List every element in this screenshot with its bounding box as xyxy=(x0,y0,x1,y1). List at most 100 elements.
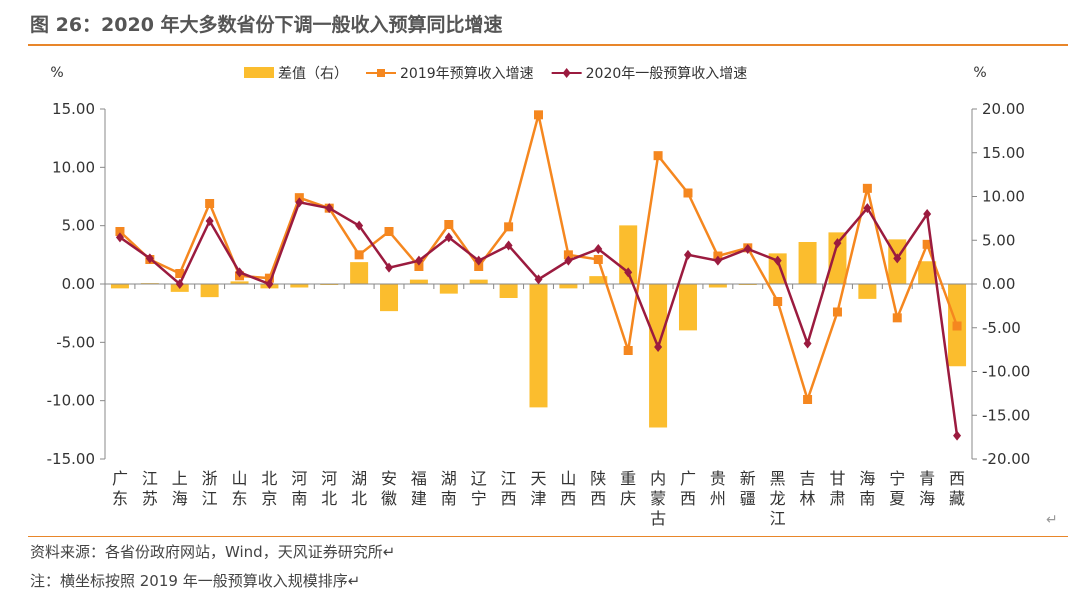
bar-贵州 xyxy=(708,284,727,288)
marker-2019-北京 xyxy=(264,273,274,283)
legend-label: 2020年一般预算收入增速 xyxy=(586,66,748,82)
marker-2020-福建 xyxy=(414,255,423,266)
marker-2019-陕西 xyxy=(593,255,603,264)
right-tick-label: -15.00 xyxy=(982,406,1030,424)
category-label: 海南 xyxy=(859,469,875,508)
right-tick-label: 0.00 xyxy=(982,275,1015,293)
marker-2020-湖南 xyxy=(444,232,453,243)
marker-2020-陕西 xyxy=(594,244,603,254)
left-tick-label: -10.00 xyxy=(47,392,95,410)
marker-2019-广西 xyxy=(683,188,693,198)
marker-2020-吉林 xyxy=(803,338,812,349)
marker-2020-江苏 xyxy=(145,253,154,264)
bar-吉林 xyxy=(798,242,817,284)
bar-河南 xyxy=(290,284,309,288)
marker-2019-福建 xyxy=(414,262,424,271)
left-tick-label: 0.00 xyxy=(62,275,95,293)
category-label: 青海 xyxy=(919,469,935,508)
right-tick-label: -5.00 xyxy=(982,319,1021,337)
marker-2019-上海 xyxy=(175,269,185,278)
footnote: 注：横坐标按照 2019 年一般预算收入规模排序↵ xyxy=(30,572,361,590)
category-label: 安徽 xyxy=(381,469,397,508)
marker-2019-海南 xyxy=(862,183,872,193)
marker-2019-甘肃 xyxy=(832,307,842,317)
category-label: 湖北 xyxy=(351,469,367,508)
marker-2019-浙江 xyxy=(205,199,215,208)
marker-2020-浙江 xyxy=(205,216,214,226)
marker-2019-湖北 xyxy=(354,250,364,260)
marker-2020-内蒙古 xyxy=(654,342,663,352)
bar-山东 xyxy=(230,281,249,284)
left-axis-unit: % xyxy=(50,65,63,81)
bar-甘肃 xyxy=(828,232,847,284)
paragraph-mark: ↵ xyxy=(1046,512,1058,528)
marker-2020-宁夏 xyxy=(893,253,902,264)
marker-2020-山东 xyxy=(235,267,244,278)
marker-2019-宁夏 xyxy=(892,313,902,323)
category-label: 河北 xyxy=(321,469,337,508)
category-label: 广西 xyxy=(680,469,696,508)
bar-广西 xyxy=(678,284,697,331)
left-tick-label: -15.00 xyxy=(47,450,95,468)
legend-label: 差值（右） xyxy=(278,66,348,82)
marker-2019-湖南 xyxy=(444,220,454,229)
category-label: 河南 xyxy=(291,469,307,508)
marker-2020-上海 xyxy=(175,279,184,289)
figure-title: 图 26：2020 年大多数省份下调一般收入预算同比增速 xyxy=(30,14,503,36)
source-note: 资料来源：各省份政府网站，Wind，天风证券研究所↵ xyxy=(30,543,396,561)
right-tick-label: -20.00 xyxy=(982,450,1030,468)
category-label: 内蒙古 xyxy=(650,469,666,528)
marker-2020-江西 xyxy=(504,240,513,251)
title-divider xyxy=(28,44,1068,46)
category-label: 湖南 xyxy=(441,469,457,508)
marker-2020-新疆 xyxy=(743,244,752,254)
bar-广东 xyxy=(110,284,129,289)
bar-浙江 xyxy=(200,284,219,298)
marker-2019-辽宁 xyxy=(474,262,484,271)
marker-2020-北京 xyxy=(265,279,274,289)
bar-陕西 xyxy=(589,276,608,284)
marker-2020-安徽 xyxy=(385,262,394,273)
right-tick-label: 5.00 xyxy=(982,231,1015,249)
left-tick-label: 5.00 xyxy=(62,217,95,235)
right-tick-label: 15.00 xyxy=(982,144,1025,162)
category-label: 江西 xyxy=(501,469,517,508)
bar-湖北 xyxy=(350,262,369,284)
marker-2019-西藏 xyxy=(952,321,962,331)
bar-江西 xyxy=(499,284,518,298)
left-tick-label: 15.00 xyxy=(52,100,95,118)
chart: % % 15.00 10.00 5.00 0.00 -5.00 -10.00 -15.00 20.… xyxy=(47,65,1031,528)
marker-2019-重庆 xyxy=(623,346,633,355)
marker-2020-西藏 xyxy=(953,430,962,441)
category-label: 新疆 xyxy=(740,469,756,508)
category-label: 浙江 xyxy=(202,469,218,508)
category-label: 山西 xyxy=(560,469,576,508)
category-label: 宁夏 xyxy=(889,469,905,508)
bar-天津 xyxy=(529,284,548,408)
category-label: 西藏 xyxy=(949,469,965,508)
marker-2019-山西 xyxy=(563,250,573,260)
bar-内蒙古 xyxy=(649,284,668,428)
category-label: 吉林 xyxy=(800,469,816,508)
category-label: 北京 xyxy=(261,469,277,508)
category-label: 上海 xyxy=(172,469,188,508)
category-label: 甘肃 xyxy=(829,469,845,508)
marker-2019-安徽 xyxy=(384,227,394,236)
right-axis-unit: % xyxy=(973,65,986,81)
right-tick-label: 10.00 xyxy=(982,188,1025,206)
bar-海南 xyxy=(858,284,877,299)
bar-辽宁 xyxy=(469,279,488,284)
marker-2020-黑龙江 xyxy=(773,255,782,266)
category-label: 山东 xyxy=(232,469,248,508)
marker-2019-青海 xyxy=(922,239,932,249)
bar-湖南 xyxy=(439,284,458,294)
bar-山西 xyxy=(559,284,578,289)
category-label: 重庆 xyxy=(620,469,636,508)
left-tick-label: -5.00 xyxy=(56,333,95,351)
bottom-divider xyxy=(28,536,1068,537)
right-tick-label: -10.00 xyxy=(982,363,1030,381)
marker-2019-内蒙古 xyxy=(653,151,663,161)
marker-2019-天津 xyxy=(534,110,543,120)
marker-2020-甘肃 xyxy=(833,238,842,249)
